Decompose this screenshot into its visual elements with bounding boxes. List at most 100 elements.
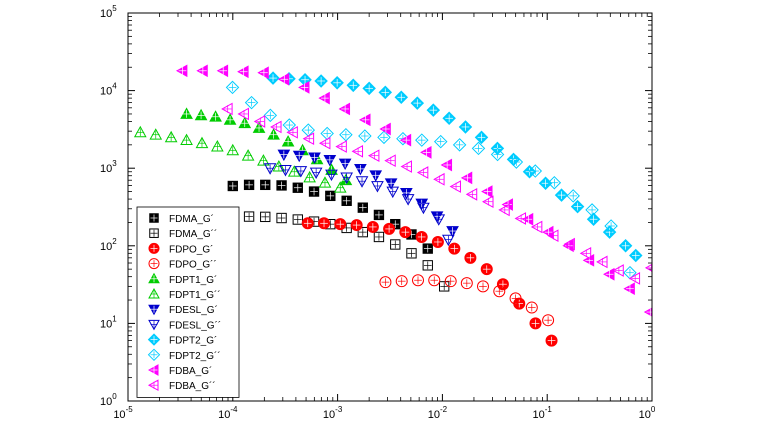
data-point xyxy=(415,230,428,243)
data-point xyxy=(602,225,617,239)
data-point xyxy=(357,226,368,238)
legend-marker xyxy=(148,242,160,254)
data-point xyxy=(542,314,555,327)
data-point xyxy=(399,133,412,147)
data-point xyxy=(354,163,367,176)
legend-label: FDPO_G´´ xyxy=(169,259,217,271)
series-group xyxy=(227,179,433,254)
data-point xyxy=(422,260,433,271)
data-point xyxy=(448,242,461,255)
data-point xyxy=(373,231,385,243)
data-point xyxy=(270,120,282,134)
x-tick-label: 10-1 xyxy=(533,405,553,421)
data-point xyxy=(281,135,295,147)
data-point xyxy=(384,178,398,190)
legend-label: FDPT1_G´ xyxy=(169,274,217,286)
data-point xyxy=(223,113,237,125)
data-point xyxy=(400,160,412,173)
data-point xyxy=(415,133,429,147)
series-group xyxy=(175,64,652,317)
legend-label: FDPT2_G´´ xyxy=(169,350,221,362)
legend-marker xyxy=(149,213,159,223)
data-point xyxy=(416,166,429,179)
series-group xyxy=(379,274,555,327)
y-tick-label: 103 xyxy=(100,159,117,175)
data-point xyxy=(474,130,489,145)
legend-item: FDESL_G´ xyxy=(148,304,218,316)
data-point xyxy=(428,274,441,287)
data-point xyxy=(643,307,652,317)
y-axis-ticks: 100 101 102 103 104 105 xyxy=(100,4,652,408)
data-point xyxy=(538,176,553,190)
data-point xyxy=(196,64,208,78)
legend-marker xyxy=(147,333,161,346)
legend-item: FDPT2_G´ xyxy=(147,333,217,347)
data-point xyxy=(314,74,328,88)
data-point xyxy=(514,212,527,225)
legend-marker xyxy=(148,304,160,316)
data-point xyxy=(243,211,255,222)
x-tick-label: 10-4 xyxy=(218,405,238,421)
data-point xyxy=(330,76,344,90)
data-point xyxy=(277,149,291,162)
data-point xyxy=(257,154,270,166)
data-point xyxy=(490,147,505,162)
data-point xyxy=(133,125,147,138)
data-point xyxy=(628,272,641,285)
data-point xyxy=(493,285,506,298)
data-point xyxy=(371,181,384,193)
legend: FDMA_G´ FDMA_G´´ FDPO_G´ FDPO_G´´ FDPT1_G´ FD… xyxy=(136,206,240,398)
legend-label: FDPT1_G´´ xyxy=(169,289,221,301)
x-tick-label: 10-3 xyxy=(323,405,343,421)
data-point xyxy=(618,239,633,253)
data-point xyxy=(554,188,569,202)
data-point xyxy=(276,212,287,224)
legend-marker xyxy=(149,228,159,238)
data-point xyxy=(209,110,222,122)
data-point xyxy=(292,150,306,163)
legend-item: FDPT2_G´´ xyxy=(147,348,221,362)
data-point xyxy=(623,282,635,296)
data-point xyxy=(241,149,255,161)
legend-marker xyxy=(147,348,161,362)
data-point xyxy=(446,226,459,238)
data-point xyxy=(318,136,331,150)
legend-marker xyxy=(148,319,160,331)
data-point xyxy=(237,65,249,79)
data-point xyxy=(482,195,494,209)
data-point xyxy=(420,146,432,159)
data-point xyxy=(309,167,323,180)
data-point xyxy=(216,64,229,78)
legend-item: FDPT1_G´´ xyxy=(148,287,221,301)
data-point xyxy=(431,235,444,248)
data-point xyxy=(325,169,338,182)
data-point xyxy=(498,203,510,217)
data-point xyxy=(528,164,543,178)
data-point xyxy=(530,220,543,234)
data-point xyxy=(384,154,396,168)
data-point xyxy=(358,129,372,143)
data-point xyxy=(338,158,352,171)
data-point xyxy=(252,121,266,133)
data-point xyxy=(292,214,303,225)
data-point xyxy=(355,176,369,188)
data-point xyxy=(603,267,615,281)
data-point xyxy=(253,115,266,128)
data-point xyxy=(257,66,269,80)
data-point xyxy=(351,144,364,158)
legend-item: FDBA_G´´ xyxy=(147,379,216,392)
x-tick-label: 10-2 xyxy=(428,405,448,421)
data-point xyxy=(464,251,477,264)
data-point xyxy=(367,149,380,163)
data-point xyxy=(623,265,637,280)
data-point xyxy=(318,91,330,105)
series-group xyxy=(221,102,652,285)
data-series xyxy=(133,64,652,347)
data-point xyxy=(164,130,178,143)
data-point xyxy=(323,154,337,167)
data-point xyxy=(582,253,595,267)
data-point xyxy=(449,180,461,193)
data-point xyxy=(379,276,392,289)
data-point xyxy=(303,170,316,183)
data-point xyxy=(433,172,445,186)
